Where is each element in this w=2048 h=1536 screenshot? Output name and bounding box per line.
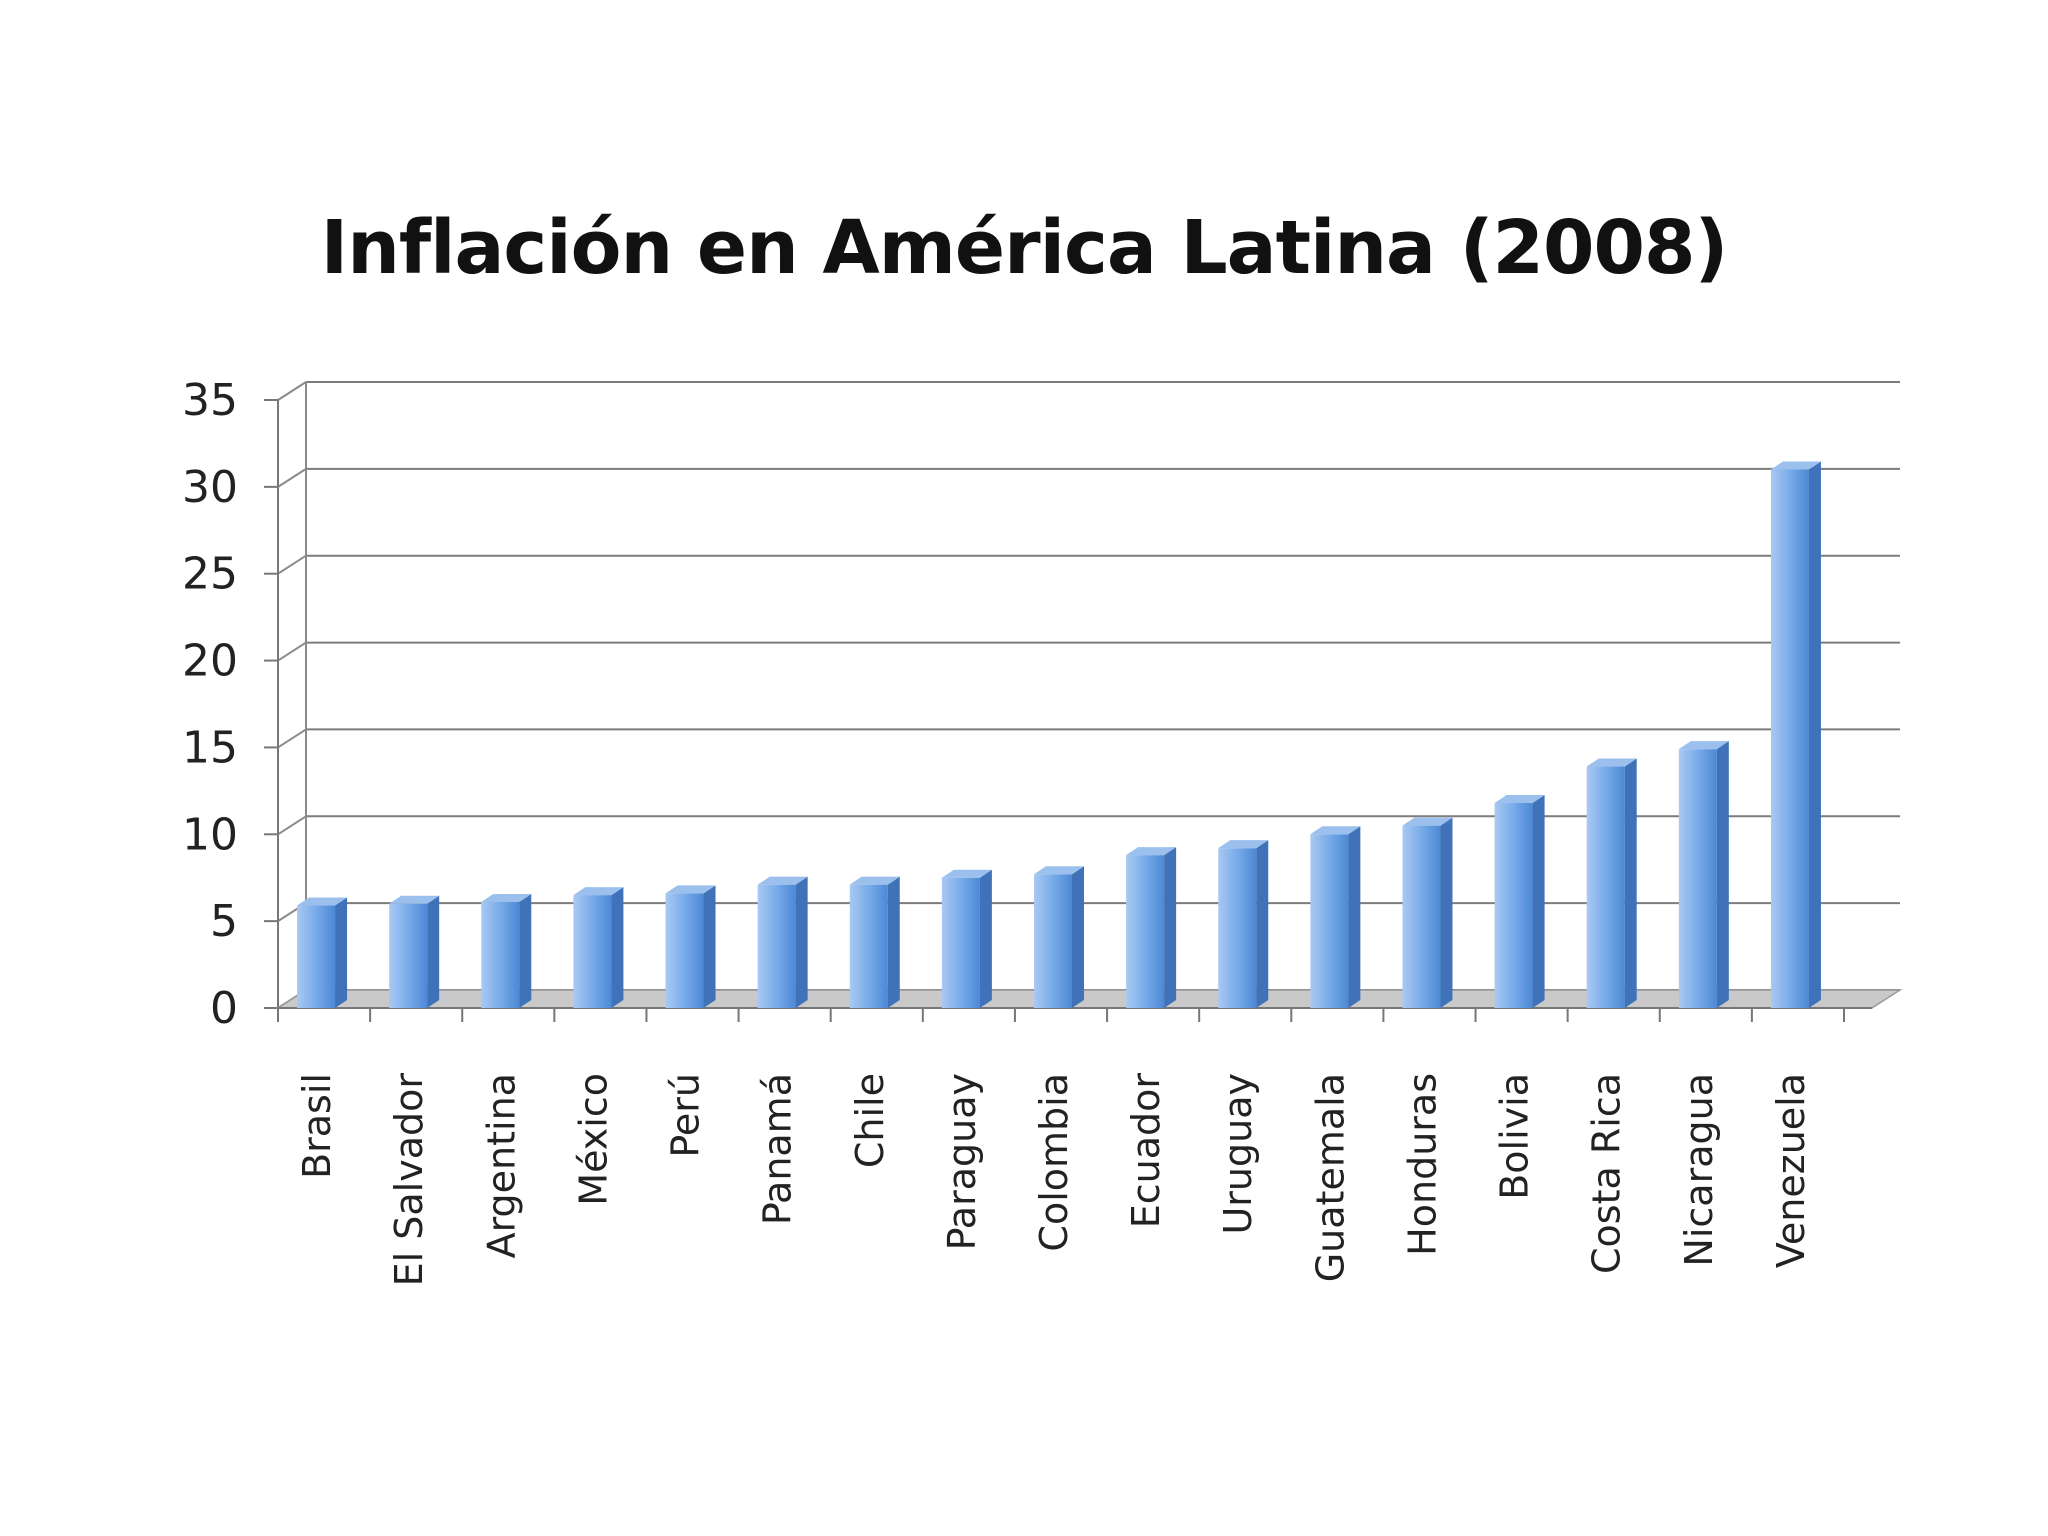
bar-side bbox=[1348, 826, 1361, 1008]
bar-side bbox=[979, 869, 992, 1008]
bar-side bbox=[1440, 817, 1453, 1008]
bar-side bbox=[427, 895, 440, 1008]
bar bbox=[1494, 803, 1533, 1008]
bar-top bbox=[1034, 866, 1084, 875]
x-category-label: El Salvador bbox=[387, 1073, 431, 1287]
x-category-label: Bolivia bbox=[1493, 1073, 1537, 1200]
bar bbox=[1402, 825, 1441, 1008]
bar-side bbox=[335, 897, 348, 1008]
bar bbox=[665, 893, 704, 1008]
bar bbox=[1678, 749, 1717, 1008]
bar bbox=[1770, 469, 1809, 1008]
bar-side bbox=[611, 887, 624, 1008]
chart-title: Inflación en América Latina (2008) bbox=[320, 205, 1729, 291]
bar-top bbox=[757, 876, 808, 885]
bar-side bbox=[1808, 461, 1821, 1008]
bar-top bbox=[1494, 795, 1545, 804]
gridline-depth bbox=[277, 381, 307, 401]
bar-side bbox=[703, 885, 716, 1008]
y-tick-label: 25 bbox=[182, 549, 238, 600]
x-category-label: Panamá bbox=[756, 1073, 800, 1225]
x-category-label: Venezuela bbox=[1769, 1073, 1813, 1268]
bar bbox=[849, 884, 888, 1008]
bar bbox=[941, 877, 980, 1008]
x-category-label: Uruguay bbox=[1216, 1073, 1260, 1235]
bar-top bbox=[1402, 817, 1453, 826]
bar-top bbox=[941, 869, 992, 878]
y-tick-label: 5 bbox=[210, 896, 238, 947]
bar bbox=[573, 895, 612, 1008]
bar bbox=[1586, 766, 1625, 1008]
bars bbox=[297, 461, 1821, 1008]
x-category-label: Honduras bbox=[1400, 1073, 1444, 1256]
bar-side bbox=[1164, 847, 1177, 1008]
x-category-label: Colombia bbox=[1032, 1073, 1076, 1252]
y-tick-label: 10 bbox=[182, 809, 238, 860]
bar bbox=[389, 903, 428, 1008]
bar-top bbox=[1770, 461, 1821, 470]
y-tick-label: 15 bbox=[182, 722, 238, 773]
x-category-labels: Brasil El Salvador Argentina México Perú Pana… bbox=[295, 1073, 1813, 1287]
bar-side bbox=[519, 894, 532, 1008]
x-category-label: Guatemala bbox=[1308, 1073, 1352, 1282]
bar-top bbox=[1678, 741, 1729, 750]
x-category-label: Chile bbox=[848, 1073, 892, 1168]
gridline-depth bbox=[277, 815, 307, 836]
bar-side bbox=[1256, 840, 1269, 1008]
bar-top bbox=[1126, 847, 1177, 856]
y-tick-label: 0 bbox=[210, 983, 238, 1034]
bar-side bbox=[795, 876, 808, 1008]
x-category-label: México bbox=[571, 1073, 615, 1206]
bar bbox=[297, 905, 336, 1008]
y-tick-label: 30 bbox=[182, 462, 238, 513]
bar-side bbox=[1532, 795, 1545, 1008]
bar-top bbox=[1586, 758, 1637, 767]
gridline-depth bbox=[277, 641, 307, 662]
bar bbox=[757, 884, 796, 1008]
gridline-depth bbox=[277, 554, 307, 575]
bar-side bbox=[1072, 866, 1084, 1008]
bar-top bbox=[665, 885, 716, 894]
bar-top bbox=[389, 895, 440, 904]
bar bbox=[1126, 855, 1165, 1008]
bar bbox=[481, 902, 520, 1008]
bar-top bbox=[1218, 840, 1269, 849]
bar bbox=[1310, 834, 1349, 1008]
bar bbox=[1218, 848, 1257, 1008]
x-category-label: Brasil bbox=[295, 1073, 339, 1179]
x-category-label: Argentina bbox=[479, 1073, 523, 1258]
bar-side bbox=[1624, 758, 1637, 1008]
x-category-label: Ecuador bbox=[1124, 1073, 1168, 1229]
x-category-label: Paraguay bbox=[940, 1073, 984, 1250]
x-category-label: Nicaragua bbox=[1677, 1073, 1721, 1267]
bar-top bbox=[573, 887, 624, 896]
y-tick-label: 35 bbox=[182, 375, 238, 426]
bar-top bbox=[1310, 826, 1361, 835]
bar-side bbox=[887, 876, 900, 1008]
y-tick-label: 20 bbox=[182, 636, 238, 687]
gridline-depth bbox=[277, 728, 307, 749]
x-category-label: Costa Rica bbox=[1585, 1073, 1629, 1274]
bar-side bbox=[1716, 741, 1729, 1008]
gridline-depth bbox=[277, 468, 307, 488]
x-category-label: Perú bbox=[664, 1073, 708, 1158]
y-tick-labels: 0 5 10 15 20 25 30 35 bbox=[182, 375, 238, 1034]
bar-top bbox=[481, 894, 532, 903]
bar bbox=[1034, 874, 1072, 1008]
bar-top bbox=[297, 897, 348, 906]
bar-top bbox=[849, 876, 900, 885]
